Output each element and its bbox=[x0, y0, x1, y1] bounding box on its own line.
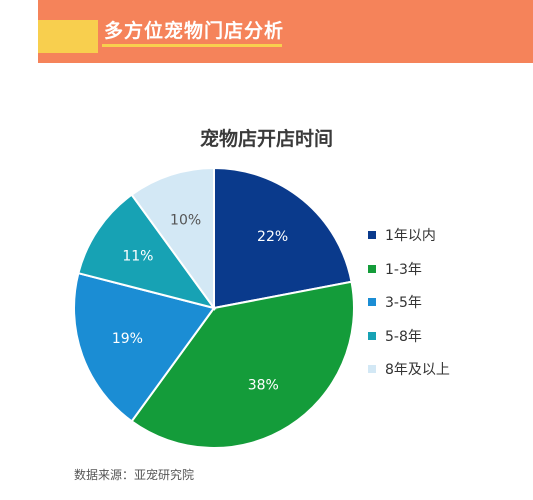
slice-value-label: 11% bbox=[122, 248, 153, 264]
legend-item: 3-5年 bbox=[368, 293, 450, 311]
slice-value-label: 38% bbox=[248, 378, 279, 394]
legend-swatch bbox=[368, 264, 376, 273]
page-title: 多方位宠物门店分析 bbox=[104, 20, 285, 42]
legend-item: 5-8年 bbox=[368, 327, 450, 345]
pie-slice-3 bbox=[73, 271, 216, 423]
pie-slice-5 bbox=[130, 166, 215, 312]
legend-item: 1-3年 bbox=[368, 260, 450, 278]
legend-label: 3-5年 bbox=[385, 295, 422, 311]
header-accent-block bbox=[38, 20, 98, 53]
pie-slice-1 bbox=[213, 166, 353, 310]
legend-label: 1年以内 bbox=[385, 228, 436, 244]
slice-value-label: 22% bbox=[257, 229, 288, 245]
slice-value-label: 10% bbox=[170, 213, 201, 229]
legend-swatch bbox=[368, 331, 376, 340]
legend-item: 8年及以上 bbox=[368, 360, 450, 378]
pie-slice-4 bbox=[77, 193, 217, 310]
legend-label: 1-3年 bbox=[385, 261, 422, 278]
pie-slice-2 bbox=[130, 280, 355, 449]
chart-title: 宠物店开店时间 bbox=[199, 128, 333, 150]
legend-label: 8年及以上 bbox=[385, 362, 450, 378]
source-note: 数据来源：亚宠研究院 bbox=[74, 468, 195, 482]
header-banner: 多方位宠物门店分析 bbox=[38, 0, 533, 63]
slice-value-label: 19% bbox=[112, 331, 143, 347]
legend-swatch bbox=[368, 231, 376, 239]
legend-swatch bbox=[368, 298, 376, 306]
legend-item: 1年以内 bbox=[368, 226, 450, 244]
legend-label: 5-8年 bbox=[385, 328, 422, 345]
legend-swatch bbox=[368, 365, 376, 373]
legend: 1年以内 1-3年 3-5年 5-8年 8年及以上 bbox=[368, 226, 450, 394]
title-underline bbox=[102, 44, 282, 47]
